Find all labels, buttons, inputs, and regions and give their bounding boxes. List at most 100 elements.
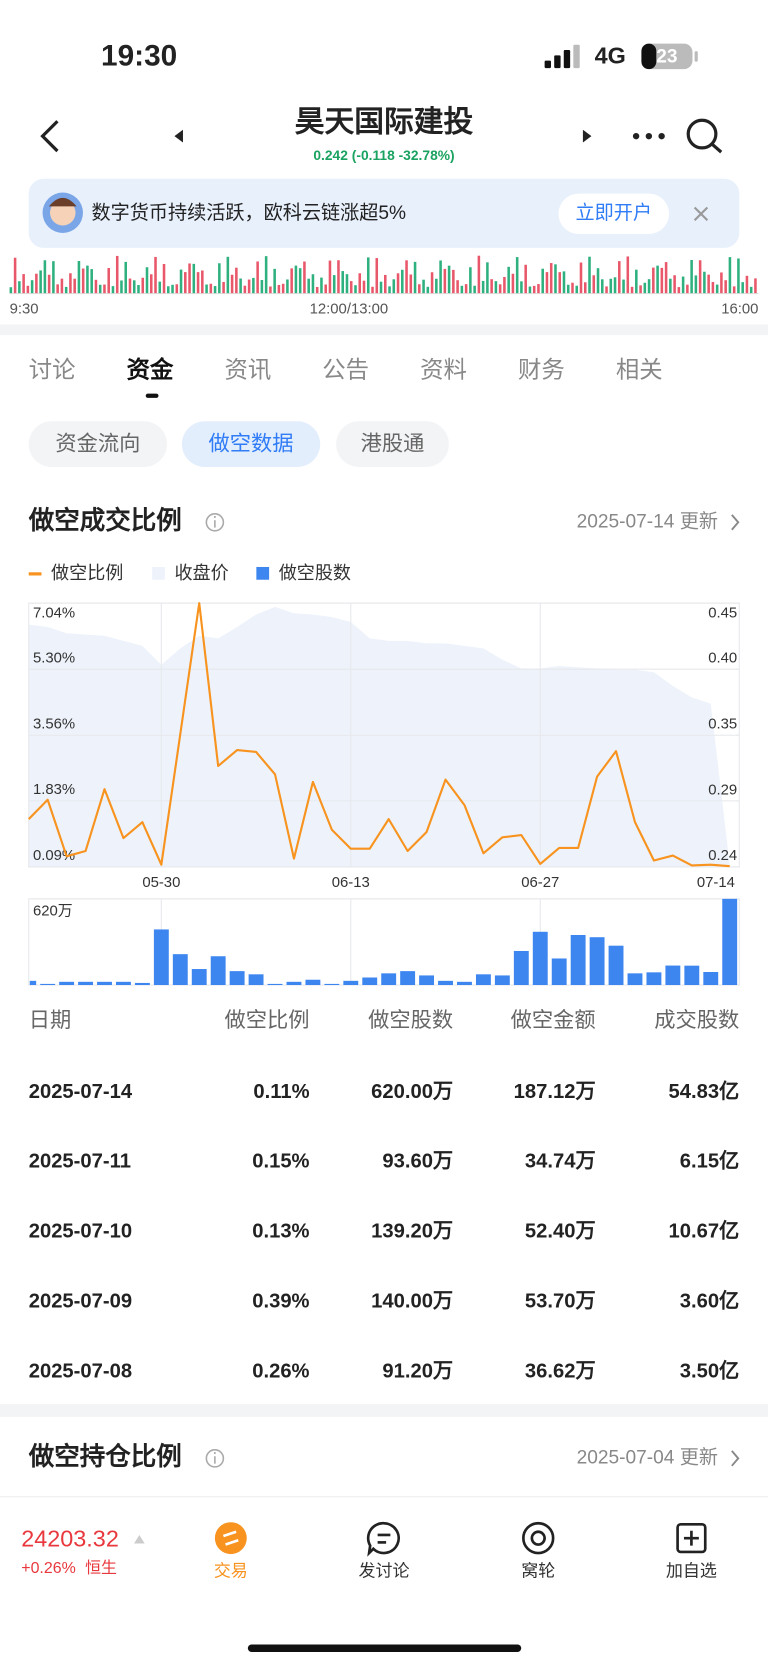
short-volume-bar [134, 982, 150, 986]
legend: 做空比例 收盘价 做空股数 [28, 563, 351, 583]
chevron[interactable] [731, 514, 740, 531]
subtab-label[interactable]: 港股通 [361, 431, 425, 455]
tab[interactable]: 相关 [616, 356, 663, 382]
table-cell: 10.67亿 [669, 1219, 740, 1243]
discuss-icon[interactable] [366, 1521, 400, 1557]
action-label[interactable]: 交易 [214, 1562, 248, 1581]
intraday-bar [618, 261, 621, 294]
subtab[interactable] [28, 421, 168, 467]
intraday-bar [549, 263, 553, 294]
intraday-bar [209, 283, 213, 294]
intraday-bar [741, 282, 744, 294]
short-volume-bar [608, 945, 624, 986]
signal-icon [544, 44, 580, 69]
intraday-bar [111, 286, 115, 294]
intraday-bar [226, 256, 230, 294]
back-button[interactable] [40, 120, 59, 153]
stock-title: 昊天国际建投 [295, 105, 474, 138]
next-stock[interactable] [582, 129, 592, 143]
intraday-bar [167, 286, 170, 294]
short-volume-bar [589, 937, 605, 986]
intraday-bar [435, 278, 438, 294]
table-cell: 34.74万 [525, 1151, 596, 1173]
intraday-bar [635, 269, 638, 294]
tab[interactable]: 资料 [420, 356, 467, 382]
tab[interactable]: 资金 [127, 355, 174, 382]
intraday-bar [213, 286, 217, 294]
tab[interactable]: 财务 [518, 356, 565, 382]
tab[interactable]: 讨论 [29, 356, 76, 382]
intraday-bar [690, 259, 693, 294]
short-volume-bar [513, 950, 529, 986]
trade-icon[interactable] [214, 1522, 247, 1555]
banner-close[interactable] [693, 206, 709, 221]
search-button[interactable] [686, 118, 723, 154]
tab[interactable]: 资讯 [224, 356, 271, 382]
intraday-bar [681, 276, 685, 294]
table-cell: 93.60万 [382, 1151, 453, 1173]
action-label[interactable]: 加自选 [666, 1562, 717, 1581]
chevron[interactable] [731, 1450, 740, 1467]
intraday-bar [720, 272, 723, 294]
intraday-bar [52, 261, 55, 294]
intraday-bar [137, 284, 140, 294]
subtab-label[interactable]: 资金流向 [55, 431, 140, 455]
tab[interactable]: 公告 [322, 356, 369, 382]
short-volume-bar [172, 954, 188, 986]
battery-icon [641, 43, 698, 70]
index-change: +0.26% [21, 1560, 76, 1577]
intraday-bar [443, 268, 447, 294]
y2-tick-label: 0.45 [708, 606, 737, 622]
legend-label: 收盘价 [174, 563, 228, 583]
intraday-bar [473, 285, 476, 294]
short-volume-bar [286, 981, 302, 986]
short-volume-bar [532, 931, 548, 986]
intraday-bar [673, 275, 676, 294]
watchlist-icon[interactable] [676, 1522, 707, 1554]
info-icon[interactable] [205, 1449, 225, 1468]
intraday-bar [201, 270, 204, 294]
banner-text: 数字货币持续活跃，欧科云链涨超5% [91, 202, 406, 224]
intraday-bar [392, 279, 396, 294]
section-title: 做空成交比例 [28, 506, 182, 535]
intraday-bar [69, 273, 72, 294]
intraday-bar [328, 260, 332, 294]
warrant-icon[interactable] [522, 1521, 555, 1555]
tab-indicator [145, 393, 159, 398]
subtab-label[interactable]: 做空数据 [209, 431, 294, 455]
intraday-bar [132, 280, 136, 294]
table-cell: 52.40万 [525, 1221, 596, 1243]
subtab[interactable] [336, 421, 449, 467]
x-tick-label: 07-14 [697, 875, 735, 891]
short-volume-bar [438, 980, 453, 986]
open-account-label[interactable]: 立即开户 [576, 202, 653, 224]
intraday-bar [179, 269, 183, 294]
subtab[interactable] [181, 421, 321, 467]
intraday-bar [281, 283, 285, 294]
intraday-bar [486, 262, 489, 294]
more-button[interactable] [632, 132, 665, 140]
intraday-bar [562, 271, 566, 294]
info-icon[interactable] [205, 512, 225, 532]
intraday-bar [541, 268, 544, 294]
intraday-bar [515, 257, 519, 294]
intraday-bar [64, 286, 68, 294]
table-header: 日期 [29, 1008, 72, 1032]
action-label[interactable]: 发讨论 [359, 1562, 410, 1581]
home-indicator [247, 1644, 522, 1652]
action-label[interactable]: 窝轮 [521, 1562, 555, 1581]
intraday-bar [639, 285, 642, 294]
open-account-button[interactable] [558, 193, 670, 235]
intraday-bar [286, 279, 289, 294]
prev-stock[interactable] [174, 129, 183, 143]
intraday-bar [622, 279, 625, 294]
intraday-bar [545, 272, 549, 294]
table-cell: 140.00万 [371, 1290, 453, 1312]
network-label: 4G [595, 43, 626, 69]
index-value: 24203.32 [21, 1525, 119, 1551]
intraday-bar [341, 271, 345, 294]
intraday-bar [426, 286, 430, 294]
intraday-volume [9, 255, 759, 295]
intraday-bar [124, 261, 128, 294]
table-cell: 0.39% [252, 1290, 309, 1312]
